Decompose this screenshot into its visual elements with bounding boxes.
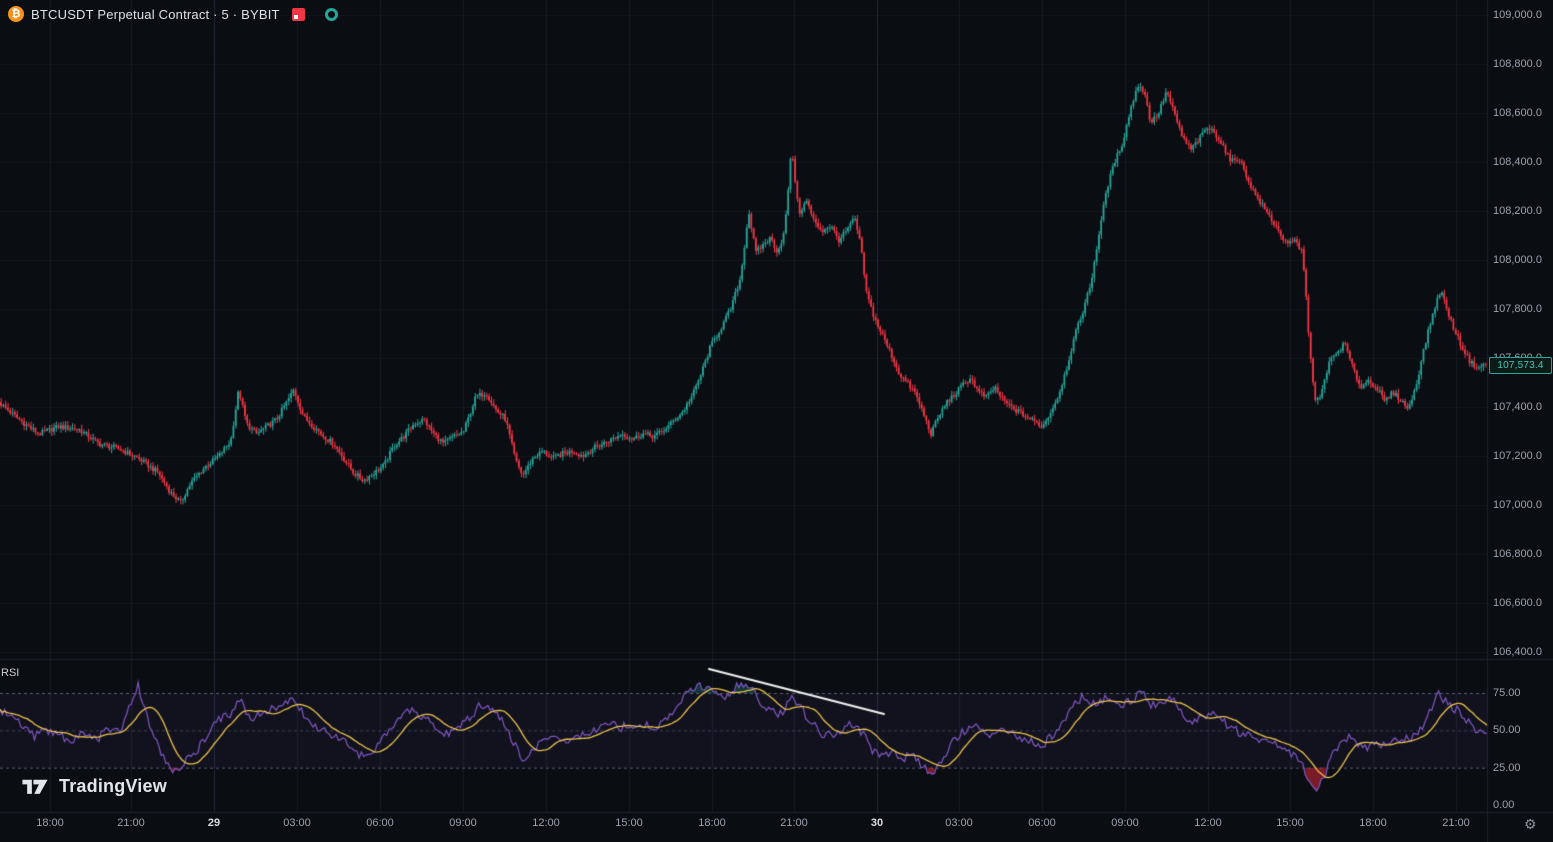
red-square-icon[interactable] [291,7,305,21]
price-axis-label: 107,400.0 [1493,401,1542,413]
last-price-label: 107,573.4 [1489,356,1552,374]
time-axis-label: 09:00 [449,817,477,829]
price-axis-label: 106,400.0 [1493,646,1542,658]
rsi-indicator-label[interactable]: RSI [1,667,20,679]
rsi-axis-label: 50.00 [1493,724,1521,737]
price-axis-label: 107,800.0 [1493,303,1542,315]
time-axis-label: 03:00 [945,817,973,829]
time-axis-label: 15:00 [615,817,643,829]
time-axis[interactable]: 18:00 21:00 29 03:00 06:00 09:00 12:00 15:00 18:… [0,813,1553,842]
rsi-axis-label: 75.00 [1493,687,1521,699]
time-axis-label: 18:00 [1359,817,1387,829]
bitcoin-icon: ₿ [8,6,24,22]
price-axis-label: 106,800.0 [1493,548,1542,560]
rsi-axis-label: 0.00 [1493,799,1515,811]
symbol-title[interactable]: BTCUSDT Perpetual Contract · 5 · BYBIT [31,6,280,22]
time-axis-label: 21:00 [117,817,145,829]
teal-circle-icon[interactable] [324,7,338,21]
price-axis-label: 109,000.0 [1493,9,1542,21]
time-axis-label: 12:00 [532,817,560,829]
price-axis-label: 108,000.0 [1493,254,1542,266]
time-axis-label: 09:00 [1111,817,1139,829]
time-axis-label: 21:00 [780,817,808,829]
price-axis-label: 106,600.0 [1493,597,1542,609]
chart-legend[interactable]: ₿ BTCUSDT Perpetual Contract · 5 · BYBIT [8,5,338,23]
price-axis-label: 107,200.0 [1493,450,1542,462]
price-axis-label: 108,600.0 [1493,107,1542,119]
price-axis-label: 108,400.0 [1493,156,1542,168]
time-axis-label: 12:00 [1194,817,1222,829]
tradingview-logo[interactable]: TradingView [20,775,167,797]
time-axis-label: 06:00 [366,817,394,829]
price-axis-label: 108,200.0 [1493,205,1542,217]
time-axis-label: 18:00 [36,817,64,829]
tradingview-logo-icon [22,779,48,794]
price-axis[interactable]: 109,000.0 108,800.0 108,600.0 108,400.0 108,… [1488,0,1553,812]
time-axis-label: 15:00 [1276,817,1304,829]
time-axis-date-label: 29 [207,817,221,829]
gear-icon[interactable]: ⚙ [1524,816,1537,832]
rsi-axis-label: 25.00 [1493,761,1521,774]
price-axis-label: 108,800.0 [1493,58,1542,70]
tradingview-logo-text: TradingView [59,775,167,796]
time-axis-date-label: 30 [870,817,884,829]
price-axis-label: 107,000.0 [1493,499,1542,511]
time-axis-label: 06:00 [1028,817,1056,829]
time-axis-label: 18:00 [698,817,726,829]
time-axis-label: 03:00 [283,817,311,829]
time-axis-label: 21:00 [1442,817,1470,829]
